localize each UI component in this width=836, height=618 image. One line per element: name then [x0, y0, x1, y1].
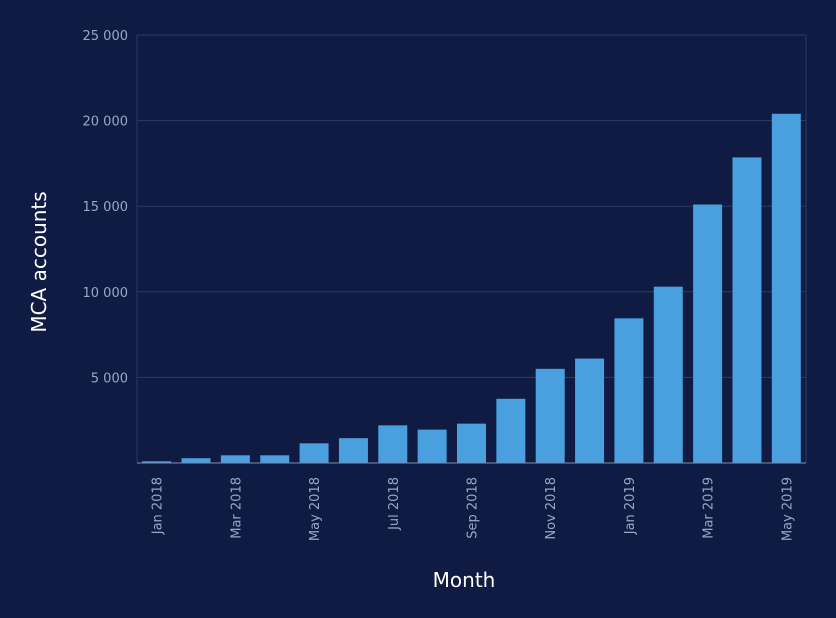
- bar-mar-2018: [220, 455, 250, 463]
- y-tick-label: 20 000: [83, 115, 129, 130]
- bar-jun-2018: [338, 438, 368, 463]
- y-tick-label: 5 000: [91, 371, 128, 386]
- x-tick-label: Jan 2018: [151, 477, 166, 535]
- bar-aug-2018: [417, 429, 447, 463]
- axes: [136, 35, 807, 464]
- x-tick-labels: Jan 2018 Mar 2018 May 2018 Jul 2018 Sep 2018…: [151, 477, 796, 541]
- x-tick-label: Mar 2018: [229, 477, 244, 539]
- x-tick-label: Mar 2019: [702, 477, 717, 539]
- x-tick-label: May 2018: [308, 477, 323, 541]
- y-tick-labels: 5 000 10 000 15 000 20 000 25 000: [83, 29, 129, 386]
- bar-apr-2019: [732, 157, 762, 463]
- bar-apr-2018: [260, 455, 290, 463]
- bar-nov-2018: [535, 368, 565, 463]
- x-tick-label: Jul 2018: [387, 477, 402, 531]
- bar-oct-2018: [496, 398, 526, 463]
- x-tick-label: May 2019: [780, 477, 795, 541]
- bars: [142, 113, 801, 463]
- x-axis-title: Month: [433, 568, 496, 592]
- bar-may-2018: [299, 443, 329, 463]
- x-tick-label: Jan 2019: [623, 477, 638, 535]
- bar-dec-2018: [575, 358, 605, 463]
- x-tick-label: Sep 2018: [466, 477, 481, 539]
- y-axis-title: MCA accounts: [27, 191, 51, 332]
- y-tick-label: 15 000: [83, 200, 129, 215]
- bar-may-2019: [771, 113, 801, 463]
- bar-sep-2018: [457, 423, 486, 463]
- bar-jul-2018: [378, 425, 408, 463]
- y-tick-label: 25 000: [83, 29, 129, 44]
- bar-jan-2018: [142, 461, 172, 463]
- bar-feb-2018: [181, 458, 211, 463]
- bar-mar-2019: [693, 204, 723, 463]
- bar-jan-2019: [614, 318, 644, 463]
- x-tick-label: Nov 2018: [544, 477, 559, 540]
- bar-feb-2019: [653, 286, 683, 463]
- y-tick-label: 10 000: [83, 286, 129, 301]
